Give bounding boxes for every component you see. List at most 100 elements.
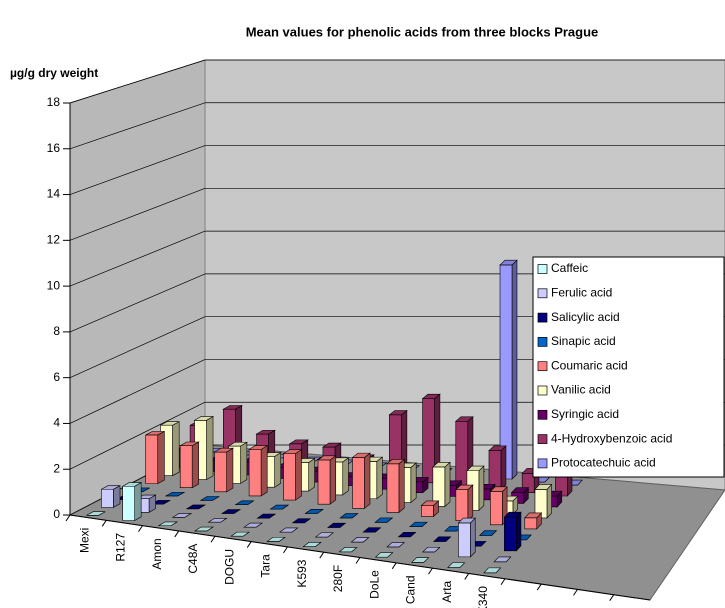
grid-line	[69, 359, 206, 424]
y-tick-label: 14	[47, 187, 61, 201]
x-tick-label: R127	[114, 533, 128, 562]
y-tick-label: 8	[53, 324, 60, 338]
grid-line	[69, 273, 206, 333]
bar	[256, 513, 277, 519]
bar-front	[504, 516, 517, 552]
y-tick-label: 0	[53, 507, 60, 521]
bar	[269, 504, 290, 510]
bar-side	[134, 482, 142, 522]
bar-top	[266, 536, 286, 542]
x-tick-label: Arta	[440, 580, 454, 602]
bar-top	[243, 522, 264, 528]
bar	[338, 547, 358, 553]
bar	[420, 500, 440, 518]
grid-line	[69, 316, 206, 378]
bar	[410, 557, 430, 563]
bar-front	[488, 450, 502, 490]
bar-front	[352, 457, 365, 509]
legend-swatch	[537, 264, 548, 274]
bar-top	[386, 542, 405, 548]
bar-top	[420, 500, 440, 506]
x-tick	[319, 551, 325, 559]
bar-side	[364, 452, 371, 509]
bar-top	[234, 500, 255, 506]
bar-top	[510, 487, 530, 493]
bar	[483, 567, 502, 574]
bar	[291, 518, 312, 524]
bar	[266, 536, 286, 542]
x-tick	[500, 578, 506, 586]
legend-label: Sinapic acid	[551, 334, 616, 348]
grid-line	[69, 59, 206, 104]
grid-line	[69, 145, 206, 195]
bar-top	[278, 527, 299, 533]
bar-top	[321, 442, 342, 448]
bar-front	[214, 451, 227, 493]
bar-side	[260, 445, 268, 497]
bar-top	[185, 504, 207, 510]
bar-side	[376, 456, 383, 500]
grid-line	[69, 230, 206, 287]
y-tick-label: 16	[47, 141, 61, 155]
bar-side	[516, 511, 522, 552]
bar-top	[255, 429, 276, 435]
bar	[234, 500, 255, 506]
bar	[421, 546, 441, 553]
bar	[171, 513, 193, 518]
chart-title: Mean values for phenolic acids from thre…	[246, 24, 599, 39]
bar-side	[172, 421, 180, 477]
legend-label: Ferulic acid	[551, 285, 612, 299]
bar-front	[455, 421, 469, 487]
bar-top	[121, 482, 143, 487]
bar	[447, 562, 466, 568]
bar-top	[291, 518, 312, 524]
bar	[207, 517, 228, 523]
bar	[499, 259, 518, 480]
bar-side	[398, 458, 405, 514]
bar	[374, 517, 394, 523]
bar-front	[455, 489, 469, 521]
bar-front	[122, 485, 135, 521]
bar-top	[457, 517, 476, 524]
y-tick-label: 4	[53, 416, 60, 430]
bar-top	[248, 445, 269, 450]
bar-side	[410, 462, 417, 504]
legend-swatch	[537, 288, 548, 299]
bar-front	[458, 522, 471, 558]
x-tick	[355, 557, 361, 564]
bar-front	[490, 491, 503, 526]
bar-top	[256, 513, 277, 519]
legend-label: Caffeic	[551, 261, 588, 275]
bar-top	[213, 447, 234, 453]
bar-top	[101, 485, 121, 490]
bar	[221, 509, 242, 514]
y-tick-label: 6	[53, 370, 60, 384]
bar	[327, 522, 347, 528]
bar-side	[191, 441, 199, 489]
bar	[278, 527, 299, 533]
y-tick-label: 12	[47, 233, 61, 247]
bar-front	[179, 445, 193, 489]
bar-top	[269, 504, 290, 510]
bar	[213, 447, 234, 493]
bar	[185, 504, 207, 510]
x-tick	[609, 594, 615, 601]
bar-top	[409, 521, 428, 527]
bar-top	[157, 521, 179, 527]
x-tick	[464, 573, 470, 580]
bar	[409, 521, 428, 527]
x-tick-label: Amon	[150, 538, 164, 569]
bar-side	[467, 484, 474, 522]
bar-top	[193, 416, 215, 421]
x-tick	[536, 583, 542, 591]
bar-top	[222, 405, 243, 410]
bar-top	[489, 486, 508, 492]
bar-top	[421, 546, 441, 553]
bar	[248, 445, 269, 497]
bar	[534, 483, 553, 519]
legend-swatch	[537, 312, 548, 323]
grid-line	[69, 188, 206, 241]
bar-side	[342, 457, 349, 496]
legend-label: Salicylic acid	[551, 310, 620, 324]
